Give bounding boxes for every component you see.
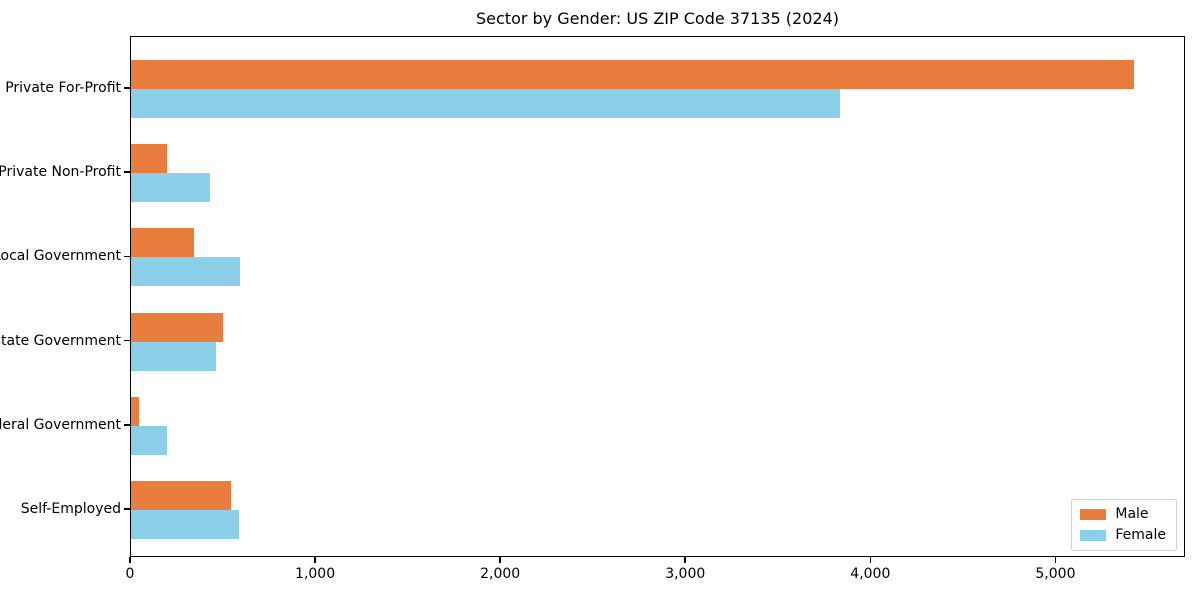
- x-tick-mark: [869, 557, 872, 563]
- legend: Male Female: [1071, 499, 1177, 551]
- x-tick-label-4-000: 4,000: [850, 566, 891, 582]
- x-tick-mark: [314, 557, 316, 563]
- y-tick-mark: [124, 171, 130, 173]
- x-tick-label-5-000: 5,000: [1035, 566, 1076, 582]
- x-tick-mark: [499, 557, 501, 563]
- y-tick-mark: [124, 87, 130, 89]
- plot-area: Male Female: [130, 36, 1185, 557]
- y-tick-label-local-government: Local Government: [0, 248, 121, 265]
- y-tick-label-self-employed: Self-Employed: [20, 501, 121, 517]
- y-tick-label-state-government: State Government: [0, 332, 121, 349]
- x-tick-label-2-000: 2,000: [480, 566, 521, 582]
- x-tick-label-3-000: 3,000: [665, 566, 706, 582]
- y-tick-mark: [124, 424, 130, 426]
- bar-male-federal-government: [131, 396, 140, 426]
- legend-label-female: Female: [1115, 527, 1166, 543]
- x-tick-label-1-000: 1,000: [295, 566, 336, 582]
- x-tick-mark: [1054, 557, 1057, 563]
- y-tick-mark: [124, 339, 130, 342]
- legend-row-female: Female: [1080, 528, 1166, 543]
- bar-female-local-government: [131, 257, 240, 287]
- x-tick-label-0: 0: [125, 566, 135, 582]
- legend-label-male: Male: [1115, 506, 1149, 522]
- legend-swatch-female: [1080, 530, 1107, 541]
- y-tick-mark: [124, 255, 130, 258]
- bar-male-self-employed: [131, 481, 231, 510]
- bar-female-self-employed: [131, 510, 240, 539]
- chart-title: Sector by Gender: US ZIP Code 37135 (202…: [476, 9, 839, 28]
- bar-female-state-government: [131, 341, 216, 371]
- bar-male-private-for-profit: [131, 60, 1135, 89]
- y-tick-label-private-for-profit: Private For-Profit: [5, 80, 121, 96]
- bar-female-federal-government: [131, 425, 168, 455]
- bar-male-local-government: [131, 228, 194, 258]
- x-tick-mark: [129, 557, 131, 563]
- x-axis: 0 1,000 2,000 3,000 4,000 5,000: [126, 557, 1185, 587]
- legend-row-male: Male: [1080, 507, 1166, 522]
- y-tick-label-private-non-profit: Private Non-Profit: [0, 164, 121, 181]
- bar-female-private-for-profit: [131, 89, 841, 118]
- y-tick-mark: [124, 508, 130, 510]
- bar-male-private-non-profit: [131, 144, 168, 174]
- x-tick-mark: [684, 557, 687, 563]
- bar-female-private-non-profit: [131, 173, 210, 203]
- legend-swatch-male: [1080, 509, 1107, 520]
- y-tick-label-federal-government: Federal Government: [0, 416, 121, 433]
- bar-male-state-government: [131, 312, 224, 342]
